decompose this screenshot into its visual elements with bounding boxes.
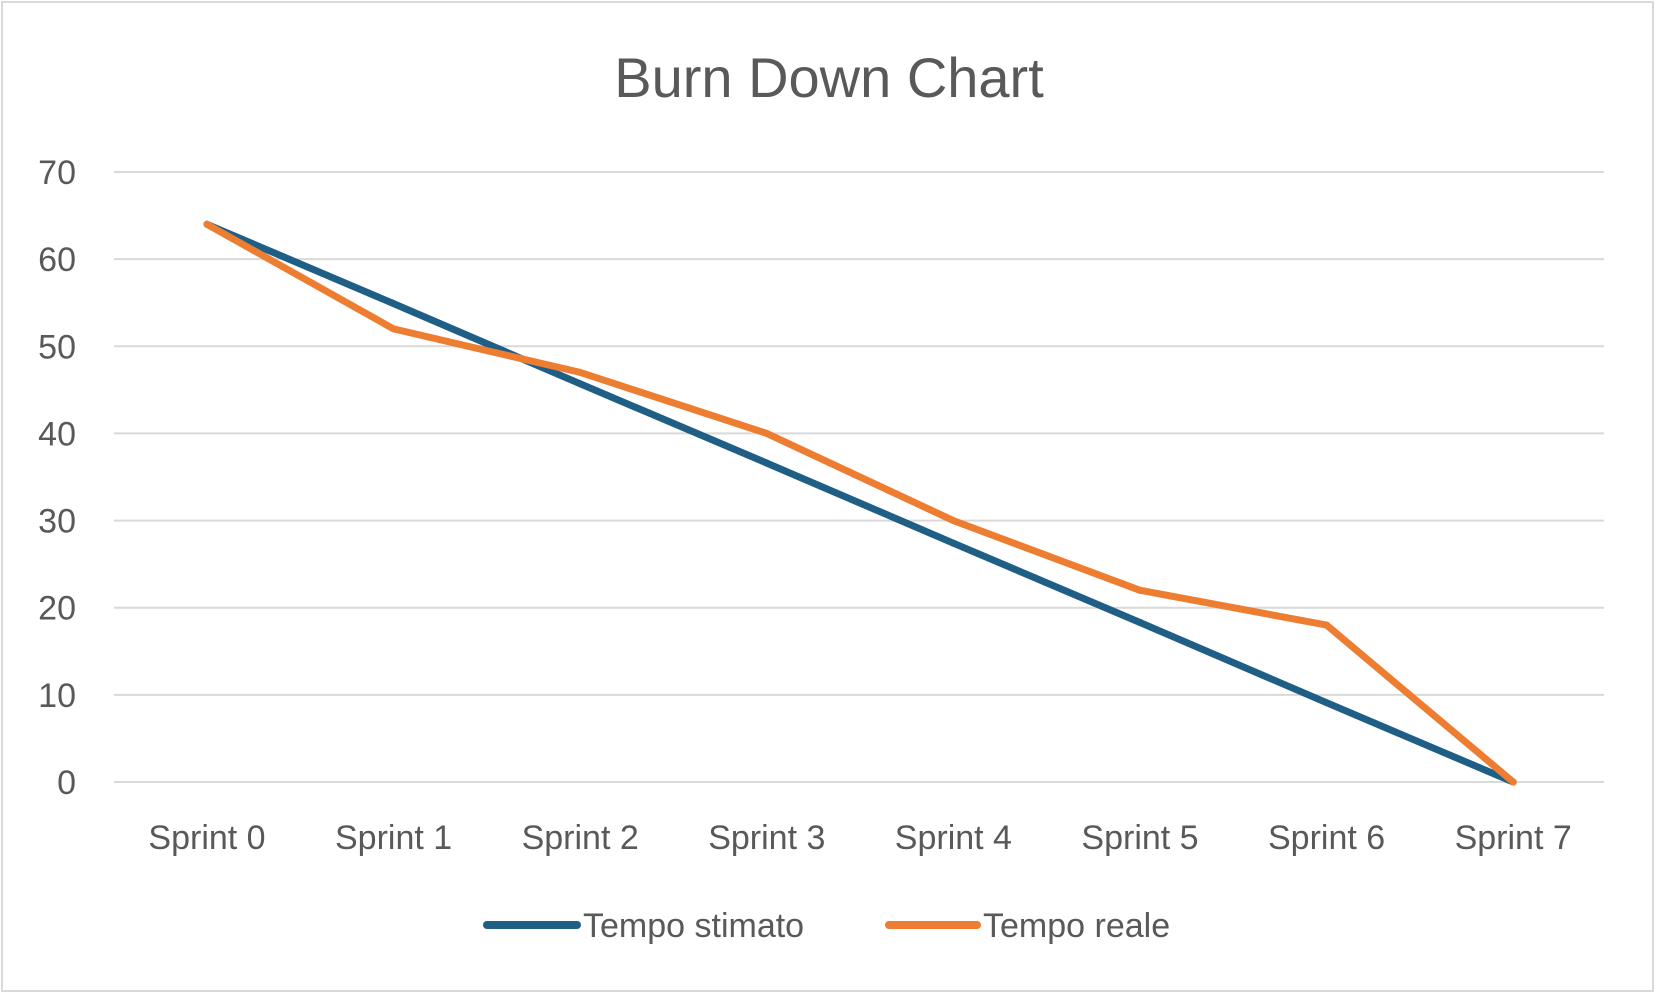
legend: Tempo stimato Tempo reale [483, 907, 1170, 945]
y-tick-label: 30 [38, 503, 76, 541]
y-axis-ticks: 0 10 20 30 40 50 60 70 [38, 154, 76, 802]
data-point [763, 429, 771, 437]
data-point [390, 325, 398, 333]
y-tick-label: 0 [57, 764, 76, 802]
series-line-tempo-stimato [203, 220, 1517, 786]
y-tick-label: 70 [38, 154, 76, 192]
data-point [1323, 699, 1331, 707]
data-point [1323, 621, 1331, 629]
legend-label: Tempo stimato [583, 907, 804, 945]
data-point [203, 220, 211, 228]
x-tick-label: Sprint 3 [708, 819, 825, 857]
x-tick-label: Sprint 4 [895, 819, 1012, 857]
y-tick-label: 50 [38, 328, 76, 366]
x-tick-label: Sprint 7 [1455, 819, 1572, 857]
legend-label: Tempo reale [983, 907, 1170, 945]
x-tick-label: Sprint 0 [148, 819, 265, 857]
y-tick-label: 20 [38, 590, 76, 628]
x-tick-label: Sprint 1 [335, 819, 452, 857]
data-point [1509, 778, 1517, 786]
y-tick-label: 40 [38, 415, 76, 453]
x-axis-ticks: Sprint 0 Sprint 1 Sprint 2 Sprint 3 Sprint 4… [148, 819, 1571, 857]
x-tick-label: Sprint 5 [1081, 819, 1198, 857]
data-point [390, 300, 398, 308]
burn-down-chart: Burn Down Chart 0 10 20 30 40 50 60 70 Sprint 0… [38, 46, 1604, 945]
series-lines [203, 220, 1517, 786]
y-tick-label: 10 [38, 677, 76, 715]
data-point [949, 539, 957, 547]
data-point [1136, 619, 1144, 627]
data-point [949, 517, 957, 525]
series-line-tempo-reale [203, 220, 1517, 786]
data-point [1136, 586, 1144, 594]
gridlines [114, 171, 1604, 783]
x-tick-label: Sprint 6 [1268, 819, 1385, 857]
x-tick-label: Sprint 2 [522, 819, 639, 857]
chart-title: Burn Down Chart [614, 46, 1044, 109]
data-point [576, 380, 584, 388]
y-tick-label: 60 [38, 241, 76, 279]
data-point [576, 368, 584, 376]
data-point [763, 459, 771, 467]
